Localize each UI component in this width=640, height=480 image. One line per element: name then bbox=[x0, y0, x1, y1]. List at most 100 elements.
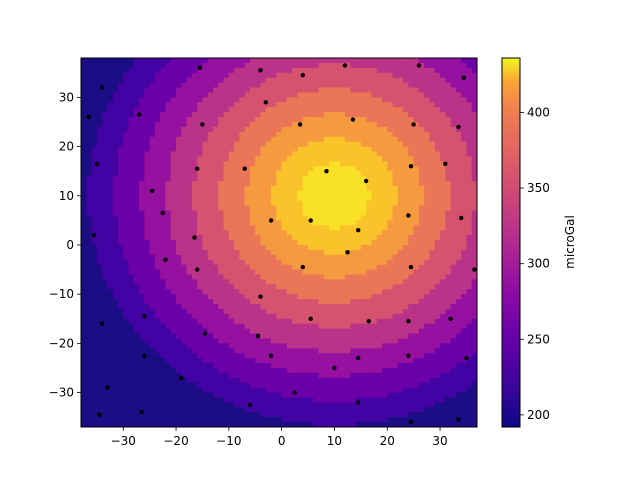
contour-cell bbox=[271, 377, 277, 384]
contour-cell bbox=[117, 151, 124, 157]
contour-cell bbox=[165, 72, 172, 79]
contour-cell bbox=[292, 274, 299, 280]
contour-cell bbox=[339, 264, 346, 271]
contour-cell bbox=[360, 367, 367, 374]
contour-cell bbox=[218, 392, 225, 399]
contour-cell bbox=[387, 382, 394, 389]
contour-cell bbox=[403, 72, 409, 79]
contour-cell bbox=[181, 181, 188, 187]
contour-cell bbox=[207, 274, 214, 280]
contour-cell bbox=[81, 220, 87, 226]
contour-cell bbox=[102, 284, 108, 290]
contour-cell bbox=[213, 343, 219, 349]
contour-cell bbox=[170, 190, 177, 197]
contour-cell bbox=[107, 62, 114, 69]
contour-cell bbox=[107, 72, 114, 79]
contour-cell bbox=[213, 102, 219, 108]
contour-cell bbox=[223, 407, 230, 413]
contour-cell bbox=[186, 166, 193, 172]
contour-cell bbox=[313, 244, 320, 251]
contour-cell bbox=[139, 353, 145, 359]
contour-cell bbox=[313, 171, 320, 177]
contour-cell bbox=[213, 348, 219, 354]
contour-cell bbox=[202, 215, 209, 221]
contour-cell bbox=[392, 328, 399, 335]
contour-cell bbox=[350, 141, 357, 148]
contour-cell bbox=[117, 363, 124, 369]
contour-cell bbox=[318, 284, 325, 290]
contour-cell bbox=[397, 274, 404, 280]
contour-cell bbox=[81, 407, 87, 413]
contour-cell bbox=[249, 72, 256, 79]
contour-cell bbox=[408, 210, 415, 217]
contour-cell bbox=[260, 126, 267, 133]
contour-cell bbox=[96, 195, 103, 202]
contour-cell bbox=[207, 225, 214, 231]
contour-cell bbox=[139, 225, 145, 231]
contour-cell bbox=[308, 308, 314, 315]
contour-cell bbox=[96, 58, 103, 64]
contour-cell bbox=[228, 235, 235, 241]
contour-cell bbox=[139, 249, 145, 256]
contour-cell bbox=[281, 146, 288, 153]
contour-cell bbox=[176, 117, 182, 123]
contour-cell bbox=[403, 82, 409, 89]
contour-cell bbox=[292, 176, 299, 182]
contour-cell bbox=[308, 402, 314, 408]
contour-cell bbox=[271, 279, 277, 285]
contour-cell bbox=[418, 402, 425, 408]
contour-cell bbox=[213, 107, 219, 113]
contour-cell bbox=[81, 72, 87, 79]
contour-cell bbox=[207, 269, 214, 276]
contour-cell bbox=[165, 235, 172, 241]
contour-cell bbox=[334, 230, 341, 236]
contour-cell bbox=[339, 422, 346, 427]
contour-cell bbox=[170, 313, 177, 320]
contour-cell bbox=[418, 279, 425, 285]
contour-cell bbox=[223, 141, 230, 148]
contour-cell bbox=[413, 97, 420, 103]
contour-cell bbox=[107, 363, 114, 369]
contour-cell bbox=[323, 67, 330, 74]
contour-cell bbox=[107, 308, 114, 315]
contour-cell bbox=[334, 215, 341, 221]
contour-cell bbox=[408, 195, 415, 202]
contour-cell bbox=[381, 338, 388, 344]
contour-cell bbox=[297, 343, 304, 349]
contour-cell bbox=[302, 97, 309, 103]
contour-cell bbox=[403, 235, 409, 241]
contour-cell bbox=[96, 284, 103, 290]
contour-cell bbox=[424, 284, 431, 290]
contour-cell bbox=[249, 313, 256, 320]
contour-cell bbox=[181, 190, 188, 197]
contour-cell bbox=[255, 161, 262, 167]
contour-cell bbox=[239, 372, 246, 379]
contour-cell bbox=[228, 264, 235, 271]
contour-cell bbox=[355, 171, 362, 177]
contour-cell bbox=[123, 161, 130, 167]
contour-cell bbox=[339, 353, 346, 359]
contour-cell bbox=[117, 230, 124, 236]
contour-cell bbox=[186, 121, 193, 128]
contour-cell bbox=[128, 146, 135, 153]
contour-cell bbox=[355, 121, 362, 128]
contour-cell bbox=[323, 372, 330, 379]
contour-cell bbox=[102, 249, 108, 256]
contour-cell bbox=[228, 156, 235, 162]
contour-cell bbox=[213, 210, 219, 217]
contour-cell bbox=[408, 67, 415, 74]
contour-cell bbox=[81, 141, 87, 148]
contour-cell bbox=[424, 190, 431, 197]
contour-cell bbox=[154, 166, 161, 172]
contour-cell bbox=[202, 343, 209, 349]
contour-cell bbox=[366, 358, 372, 364]
contour-cell bbox=[255, 131, 262, 138]
contour-cell bbox=[350, 176, 357, 182]
contour-cell bbox=[186, 377, 193, 384]
contour-cell bbox=[302, 240, 309, 246]
contour-cell bbox=[339, 200, 346, 207]
contour-cell bbox=[176, 269, 182, 276]
contour-cell bbox=[418, 367, 425, 374]
contour-cell bbox=[117, 62, 124, 69]
contour-cell bbox=[160, 97, 167, 103]
